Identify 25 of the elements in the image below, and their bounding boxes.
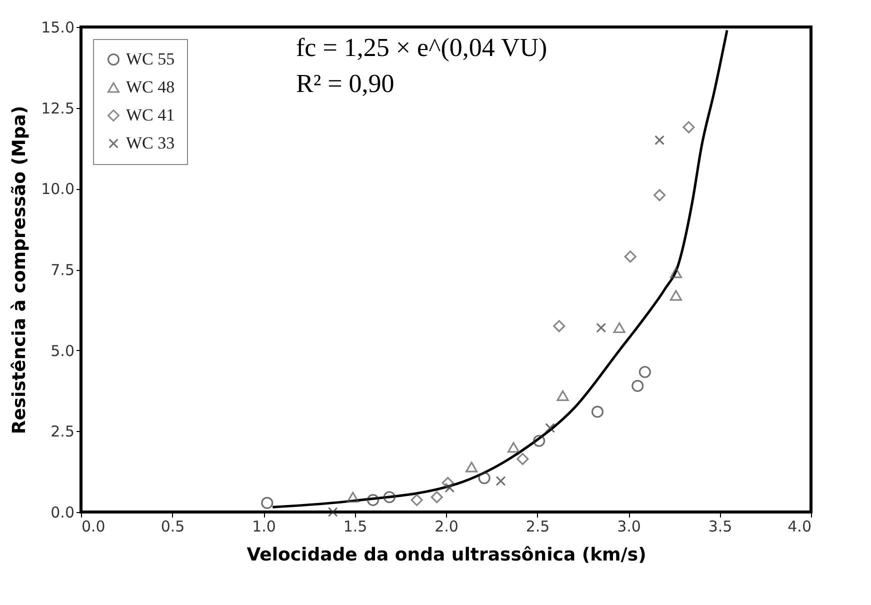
x-tick-label: 2.5 (526, 518, 550, 536)
y-tick-label: 12.5 (41, 99, 74, 118)
x-tick-label: 3.5 (708, 518, 732, 536)
y-tick-label: 15.0 (41, 18, 74, 36)
y-tick-label: 7.5 (50, 261, 74, 279)
annotation: R² = 0,90 (296, 69, 394, 98)
y-tick-label: 0.0 (50, 504, 74, 522)
y-tick-label: 10.0 (41, 180, 74, 198)
x-tick-label: 1.0 (252, 518, 276, 536)
x-tick-label: 0.5 (160, 518, 185, 536)
y-axis-title: Resistência à compressão (Mpa) (9, 106, 30, 434)
line-series (271, 28, 728, 508)
legend-label: WC 33 (126, 134, 175, 152)
x-axis-title: Velocidade da onda ultrassônica (km/s) (246, 544, 646, 566)
y-tick-label: 2.5 (50, 422, 74, 441)
x-tick-label: 1.5 (343, 518, 368, 536)
x-tick-label: 2.0 (434, 518, 458, 536)
y-tick-label: 5.0 (50, 342, 74, 360)
annotation: fc = 1,25 × e^(0,04 VU) (296, 33, 548, 62)
x-tick-label: 3.0 (617, 518, 641, 536)
legend-label: WC 41 (126, 106, 175, 124)
x-tick-label: 4.0 (788, 518, 812, 536)
legend-label: WC 48 (126, 78, 175, 96)
legend-label: WC 55 (126, 50, 175, 68)
x-tick-label: 0.0 (82, 518, 106, 536)
